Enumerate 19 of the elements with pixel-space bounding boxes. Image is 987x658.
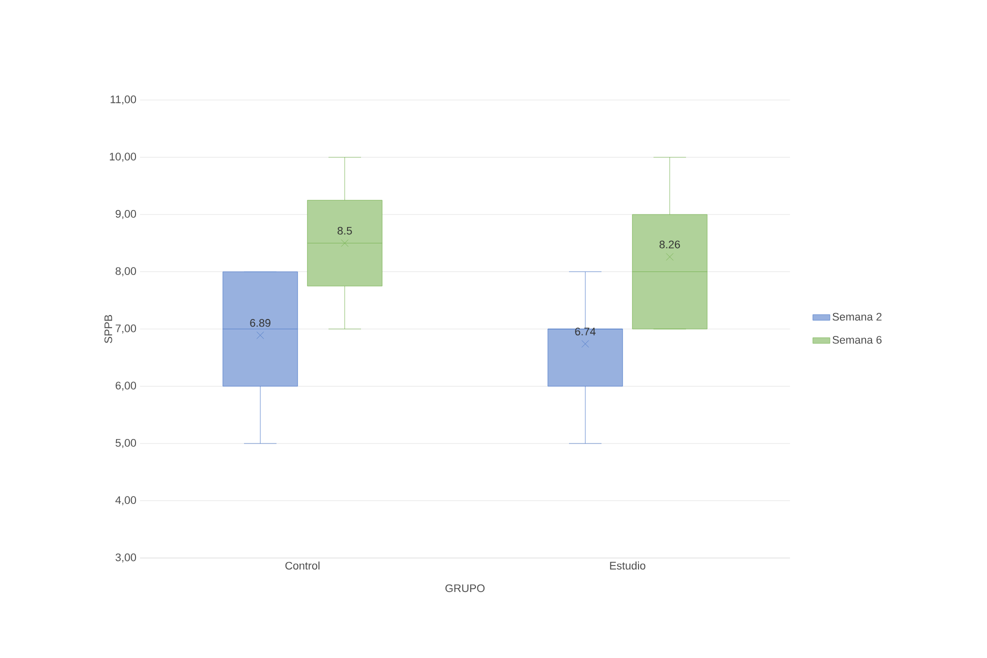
y-tick-label: 10,00 — [110, 152, 136, 162]
y-tick-label: 9,00 — [116, 210, 136, 220]
y-tick-label: 4,00 — [115, 496, 136, 506]
annotation: 6.89 — [250, 319, 270, 327]
y-axis-title: SPPB — [104, 314, 112, 344]
annotation: 6.74 — [575, 328, 596, 336]
legend-label: Semana 2 — [832, 312, 882, 321]
y-tick-label: 6,00 — [116, 382, 136, 391]
legend-label: Semana 6 — [832, 336, 882, 344]
y-tick-label: 5,00 — [116, 438, 136, 448]
y-tick-label: 7,00 — [116, 324, 136, 334]
x-tick-label: Control — [285, 562, 320, 570]
annotation: 8.5 — [338, 226, 352, 235]
y-tick-label: 11,00 — [110, 95, 136, 105]
y-tick-label: 3,00 — [116, 553, 136, 563]
annotation: 8.26 — [660, 240, 680, 248]
y-tick-label: 8,00 — [116, 267, 136, 276]
x-tick-label: Estudio — [610, 562, 646, 570]
x-axis-title: GRUPO — [445, 584, 485, 592]
